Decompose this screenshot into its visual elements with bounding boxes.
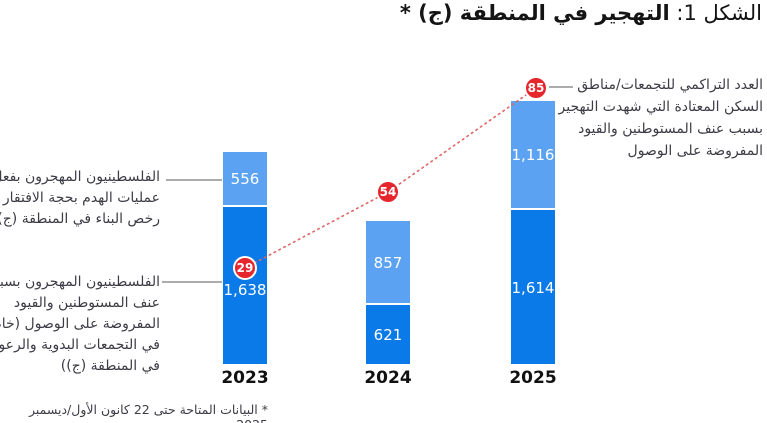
footnote-data-availability: * البيانات المتاحة حتى 22 كانون الأول/دي…: [28, 402, 268, 423]
annotation-cumulative-communities: العدد التراكمي للتجمعات/مناطق السكن المع…: [558, 77, 763, 159]
figure-title-prefix: الشكل 1:: [669, 1, 762, 25]
axis-label-2024: 2024: [364, 368, 412, 388]
annotation-demolition-displaced: الفلسطينيون المهجرون بفعل عمليات الهدم ب…: [0, 169, 160, 227]
axis-label-2023: 2023: [221, 368, 269, 388]
cumulative-marker-2023: 29: [233, 256, 257, 280]
bar-2024-settler-segment: [366, 305, 410, 364]
cumulative-marker-2024: 54: [376, 180, 400, 204]
figure-title-main: التهجير في المنطقة (ج) *: [399, 1, 670, 25]
bar-2025-demolition-value: 1,116: [511, 146, 555, 164]
bar-2025-settler-value: 1,614: [511, 279, 555, 297]
annotation-settler-violence-displaced: الفلسطينيون المهجرون بسبب عنف المستوطنين…: [0, 274, 160, 374]
bar-2023-settler-value: 1,638: [223, 281, 267, 299]
figure-title: الشكل 1: التهجير في المنطقة (ج) *: [400, 1, 762, 25]
cumulative-marker-2025: 85: [524, 76, 548, 100]
bar-2024-demolition-value: 857: [373, 254, 403, 272]
axis-label-2025: 2025: [509, 368, 557, 388]
bar-2023-demolition-value: 556: [230, 170, 260, 188]
bar-2024-settler-value: 621: [373, 326, 403, 344]
